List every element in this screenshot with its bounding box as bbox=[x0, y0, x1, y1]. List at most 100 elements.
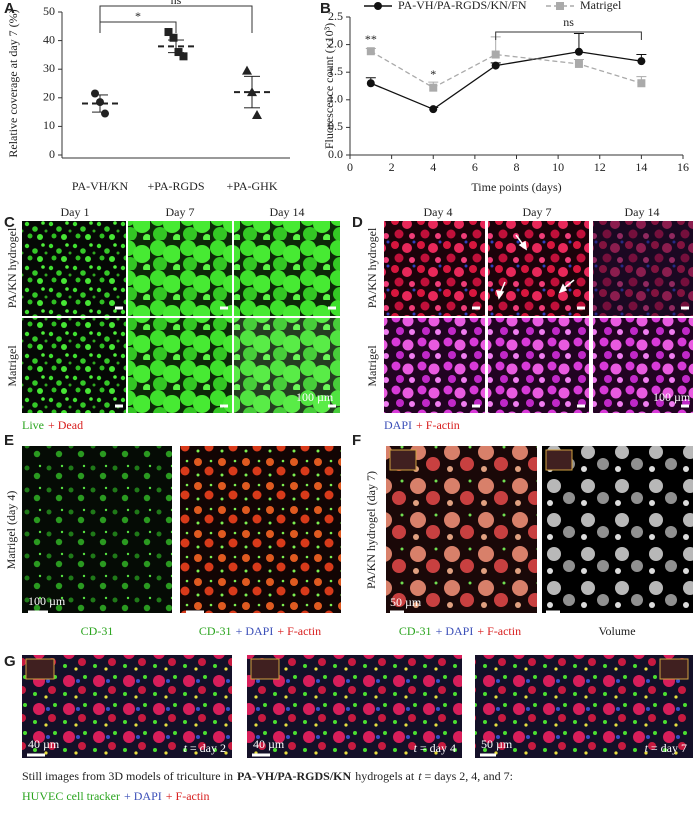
marker bbox=[91, 89, 99, 98]
stain: Live bbox=[22, 418, 44, 432]
scale-label: 40 µm bbox=[253, 737, 285, 751]
marker bbox=[491, 61, 500, 70]
x-tick-label: 6 bbox=[472, 160, 478, 174]
y-tick-label: 0.5 bbox=[328, 119, 343, 133]
x-tick-label: 8 bbox=[514, 160, 520, 174]
caption: Volume bbox=[598, 624, 635, 638]
legend-label: Matrigel bbox=[580, 0, 622, 12]
stain: + DAPI bbox=[124, 789, 162, 803]
micrograph bbox=[542, 446, 693, 613]
scale-label: 40 µm bbox=[28, 737, 60, 751]
y-tick-label: 0 bbox=[49, 147, 55, 161]
column-header: Day 4 bbox=[424, 205, 453, 219]
marker bbox=[242, 65, 252, 75]
stain-legend: CD-31 + DAPI + F-actin bbox=[199, 624, 321, 638]
x-tick-label: +PA-RGDS bbox=[147, 179, 204, 193]
stain: + F-actin bbox=[166, 789, 210, 803]
marker bbox=[174, 48, 183, 57]
time-label: t = day 2 bbox=[184, 741, 226, 755]
x-tick-label: 4 bbox=[430, 160, 436, 174]
x-tick-label: 12 bbox=[594, 160, 606, 174]
stain: + F-actin bbox=[477, 624, 521, 638]
y-tick-label: 20 bbox=[43, 90, 55, 104]
y-tick-label: 30 bbox=[43, 61, 55, 75]
column-header: Day 1 bbox=[61, 205, 90, 219]
marker bbox=[366, 47, 375, 56]
y-axis-label: Fluorescence count (×10³) bbox=[322, 23, 336, 149]
panel-label: A bbox=[4, 0, 15, 17]
time-value: = day 7 bbox=[651, 741, 687, 755]
x-tick-label: +PA-GHK bbox=[227, 179, 278, 193]
micrograph-tint bbox=[593, 221, 693, 316]
micrograph bbox=[384, 221, 485, 316]
stain: DAPI bbox=[384, 418, 412, 432]
inset bbox=[25, 658, 55, 680]
inset bbox=[250, 658, 280, 680]
marker bbox=[574, 59, 583, 68]
panel-label: C bbox=[4, 214, 15, 231]
stain: CD-31 bbox=[81, 624, 114, 638]
row-label: Matrigel bbox=[365, 345, 379, 387]
time-var: t bbox=[414, 741, 418, 755]
x-tick-label: 2 bbox=[389, 160, 395, 174]
scale-label: 50 µm bbox=[390, 595, 422, 609]
micrograph bbox=[386, 446, 537, 613]
stain-legend: DAPI + F-actin bbox=[384, 418, 460, 432]
column-header: Day 14 bbox=[270, 205, 305, 219]
annotation: ns bbox=[563, 15, 574, 29]
micrograph bbox=[180, 446, 341, 613]
y-tick-label: 50 bbox=[43, 4, 55, 18]
time-label: t = day 7 bbox=[645, 741, 687, 755]
micrograph bbox=[22, 318, 126, 413]
caption: Still images from 3D models of tricultur… bbox=[22, 769, 513, 783]
panel-label: B bbox=[320, 0, 331, 17]
panel-label: E bbox=[4, 432, 14, 449]
y-axis-label: Relative coverage at day 7 (%) bbox=[6, 9, 20, 157]
stain: + DAPI bbox=[236, 624, 274, 638]
inset bbox=[659, 658, 689, 680]
marker bbox=[366, 79, 375, 88]
series-line bbox=[370, 51, 642, 110]
micrograph bbox=[22, 221, 126, 316]
marker bbox=[429, 83, 438, 92]
marker bbox=[252, 109, 262, 119]
marker bbox=[429, 105, 438, 114]
caption-part: hydrogels at bbox=[355, 769, 415, 783]
legend-marker bbox=[556, 2, 564, 10]
row-label: PA/KN hydrogel bbox=[5, 227, 19, 308]
x-tick-label: PA-VH/KN bbox=[72, 179, 129, 193]
caption-part: = days 2, 4, and 7: bbox=[425, 769, 513, 783]
stain: HUVEC cell tracker bbox=[22, 789, 120, 803]
micrograph bbox=[488, 318, 589, 413]
micrograph bbox=[22, 446, 172, 613]
panel-label: F bbox=[352, 432, 361, 449]
stain: + Dead bbox=[48, 418, 83, 432]
x-axis-label: Time points (days) bbox=[471, 180, 561, 194]
marker bbox=[101, 109, 109, 118]
micrograph bbox=[247, 655, 462, 758]
marker bbox=[574, 47, 583, 56]
y-tick-label: 2.5 bbox=[328, 9, 343, 23]
inset bbox=[545, 449, 573, 471]
stain-legend: Live + Dead bbox=[22, 418, 83, 432]
stain: CD-31 bbox=[199, 624, 232, 638]
legend-marker bbox=[374, 2, 382, 10]
marker bbox=[169, 33, 178, 42]
arrows bbox=[495, 234, 575, 300]
stain: + F-actin bbox=[277, 624, 321, 638]
marker bbox=[637, 57, 646, 66]
column-header: Day 14 bbox=[625, 205, 660, 219]
inset bbox=[389, 449, 417, 471]
stain: + DAPI bbox=[436, 624, 474, 638]
micrograph bbox=[384, 318, 485, 413]
row-label: PA/KN hydrogel (day 7) bbox=[364, 471, 378, 589]
marker bbox=[491, 50, 500, 59]
micrograph bbox=[22, 655, 232, 758]
y-tick-label: 1.5 bbox=[328, 64, 343, 78]
chart-a: 0 10 20 30 40 50 Relative coverage at day 7 (%… bbox=[6, 0, 290, 193]
micrograph bbox=[234, 221, 340, 316]
caption-part: PA-VH/PA-RGDS/KN bbox=[237, 769, 352, 783]
micrograph bbox=[234, 318, 340, 413]
stain: CD-31 bbox=[399, 624, 432, 638]
y-tick-label: 40 bbox=[43, 32, 55, 46]
